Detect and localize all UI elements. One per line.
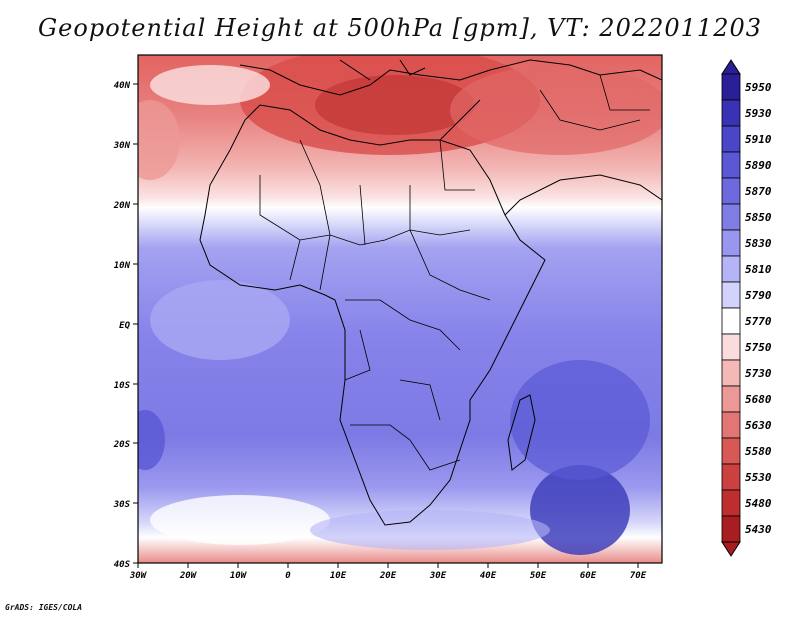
colorbar-swatch bbox=[721, 411, 741, 439]
lat-label: 40S bbox=[114, 560, 131, 570]
lon-label: 40E bbox=[480, 571, 497, 581]
colorbar-swatch bbox=[721, 281, 741, 309]
colorbar-label: 5890 bbox=[745, 159, 772, 172]
colorbar-label: 5770 bbox=[745, 315, 772, 328]
colorbar-label: 5950 bbox=[745, 81, 772, 94]
lon-label: 50E bbox=[530, 571, 547, 581]
height-field bbox=[138, 55, 662, 563]
country-borders bbox=[259, 74, 650, 471]
colorbar-swatch bbox=[721, 515, 741, 543]
colorbar: 5950 5930 5910 5890 5870 5850 5830 5810 5790 5770… bbox=[721, 59, 772, 557]
lon-label: 30E bbox=[429, 571, 447, 581]
lon-label: 20W bbox=[179, 571, 198, 581]
colorbar-swatch bbox=[721, 359, 741, 387]
colorbar-label: 5850 bbox=[745, 211, 772, 224]
lon-label: 0 bbox=[285, 571, 291, 581]
colorbar-label: 5580 bbox=[745, 445, 772, 458]
colorbar-swatch bbox=[721, 177, 741, 205]
colorbar-swatch bbox=[721, 489, 741, 517]
colorbar-max-arrow bbox=[721, 59, 741, 75]
grads-credit: GrADS: IGES/COLA bbox=[5, 603, 83, 612]
colorbar-label: 5910 bbox=[745, 133, 772, 146]
map-frame bbox=[137, 54, 663, 564]
colorbar-label: 5730 bbox=[745, 367, 772, 380]
colorbar-swatch bbox=[721, 203, 741, 231]
colorbar-label: 5750 bbox=[745, 341, 772, 354]
lat-label: 20S bbox=[113, 440, 131, 450]
colorbar-swatch bbox=[721, 463, 741, 491]
colorbar-swatch bbox=[721, 151, 741, 179]
colorbar-swatch bbox=[721, 99, 741, 127]
lon-label: 60E bbox=[580, 571, 597, 581]
colorbar-label: 5480 bbox=[745, 497, 772, 510]
colorbar-swatch bbox=[721, 307, 741, 335]
map-title: Geopotential Height at 500hPa [gpm], VT:… bbox=[38, 14, 762, 42]
colorbar-swatch bbox=[721, 73, 741, 101]
lat-label: 20N bbox=[113, 201, 131, 211]
lon-axis: 30W 20W 10W 0 10E 20E 30E 40E 50E 60E 70… bbox=[129, 563, 647, 581]
coastlines bbox=[199, 59, 662, 526]
lon-label: 30W bbox=[129, 571, 148, 581]
lat-label: 10S bbox=[114, 381, 131, 391]
lon-label: 70E bbox=[630, 571, 647, 581]
colorbar-swatch bbox=[721, 385, 741, 413]
lat-label: 10N bbox=[114, 261, 131, 271]
colorbar-label: 5790 bbox=[745, 289, 772, 302]
colorbar-swatch bbox=[721, 229, 741, 257]
lat-label: EQ bbox=[119, 321, 130, 331]
colorbar-label: 5630 bbox=[745, 419, 772, 432]
colorbar-swatch bbox=[721, 437, 741, 465]
lat-axis: 40N 30N 20N 10N EQ 10S 20S 30S 40S bbox=[113, 81, 138, 570]
lon-label: 10E bbox=[330, 571, 347, 581]
colorbar-label: 5680 bbox=[745, 393, 772, 406]
colorbar-label: 5930 bbox=[745, 107, 772, 120]
colorbar-swatch bbox=[721, 125, 741, 153]
lon-label: 10W bbox=[230, 571, 248, 581]
colorbar-label: 5810 bbox=[745, 263, 772, 276]
colorbar-swatch bbox=[721, 255, 741, 283]
lat-label: 30S bbox=[113, 500, 131, 510]
colorbar-label: 5870 bbox=[745, 185, 772, 198]
lon-label: 20E bbox=[379, 571, 397, 581]
lat-label: 30N bbox=[113, 141, 131, 151]
colorbar-swatch bbox=[721, 333, 741, 361]
lat-label: 40N bbox=[114, 81, 131, 91]
colorbar-min-arrow bbox=[721, 541, 741, 557]
colorbar-label: 5830 bbox=[745, 237, 772, 250]
colorbar-label: 5530 bbox=[745, 471, 772, 484]
colorbar-label: 5430 bbox=[745, 523, 772, 536]
